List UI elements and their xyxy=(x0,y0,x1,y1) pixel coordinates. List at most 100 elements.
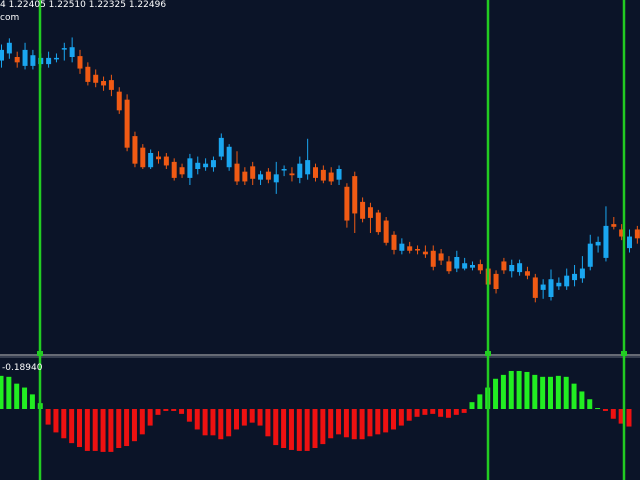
histogram-bar xyxy=(218,409,224,440)
candle-body xyxy=(572,273,578,281)
histogram-bar xyxy=(304,409,310,451)
histogram-bar xyxy=(226,409,232,437)
histogram-bar xyxy=(288,409,294,450)
price-pane xyxy=(0,37,640,303)
histogram-bar xyxy=(548,376,553,409)
candle-body xyxy=(540,284,546,290)
histogram-bar xyxy=(29,394,35,409)
candle-body xyxy=(454,257,460,269)
candle-body xyxy=(14,57,20,63)
candle-body xyxy=(124,99,130,148)
histogram-bar xyxy=(273,409,279,446)
candle-body xyxy=(360,201,366,219)
candle-body xyxy=(234,163,240,182)
ohlc-readout: 4 1.22405 1.22510 1.22325 1.22496 xyxy=(0,0,167,10)
histogram-bar xyxy=(579,391,585,409)
histogram-bar xyxy=(367,409,373,437)
candle-body xyxy=(46,57,52,65)
candle-body xyxy=(281,169,287,171)
candle-body xyxy=(446,261,452,272)
histogram-bar xyxy=(391,409,396,430)
candle-body xyxy=(336,169,342,180)
candle-body xyxy=(493,273,499,289)
candle-body xyxy=(210,160,216,168)
candle-body xyxy=(6,42,12,54)
candle-body xyxy=(556,282,562,287)
histogram-bar xyxy=(0,375,4,409)
candle-body xyxy=(116,91,122,111)
histogram-bar xyxy=(84,409,90,451)
histogram-bar xyxy=(194,409,200,430)
candle-body xyxy=(61,48,67,50)
candle-body xyxy=(517,263,523,273)
histogram-bar xyxy=(493,378,499,409)
histogram-bar xyxy=(147,409,153,426)
candle-body xyxy=(509,265,515,272)
histogram-bar xyxy=(257,409,263,426)
candle-body xyxy=(30,55,36,66)
candle-body xyxy=(250,166,256,179)
candle-body xyxy=(77,56,83,69)
candle-body xyxy=(587,243,593,267)
candle-body xyxy=(53,57,59,60)
candle-body xyxy=(140,147,146,168)
histogram-bar xyxy=(124,409,130,447)
histogram-bar xyxy=(6,376,12,409)
candle-body xyxy=(305,160,311,175)
candle-body xyxy=(501,261,507,271)
histogram-bar xyxy=(92,409,98,451)
candle-body xyxy=(548,279,554,297)
indicator-pane xyxy=(0,370,632,452)
histogram-bar xyxy=(516,370,522,409)
histogram-bar xyxy=(116,409,122,448)
histogram-bar xyxy=(69,409,75,444)
histogram-bar xyxy=(477,394,483,409)
histogram-bar xyxy=(179,409,185,414)
candle-body xyxy=(273,174,279,183)
vertical-marker-handle xyxy=(37,351,43,356)
histogram-bar xyxy=(563,376,569,409)
histogram-bar xyxy=(186,409,192,422)
candle-body xyxy=(438,253,444,261)
histogram-bar xyxy=(595,408,601,410)
histogram-bar xyxy=(430,409,436,414)
candle-body xyxy=(171,161,177,178)
candle-body xyxy=(619,229,625,237)
candle-body xyxy=(320,169,326,181)
histogram-bar xyxy=(414,409,420,417)
histogram-bar xyxy=(406,409,412,421)
candle-body xyxy=(0,49,4,61)
histogram-bar xyxy=(155,409,161,415)
candle-body xyxy=(156,156,161,160)
histogram-bar xyxy=(61,409,67,439)
histogram-bar xyxy=(610,409,616,419)
indicator-value-label: -0.18940 xyxy=(2,363,43,373)
histogram-bar xyxy=(22,387,28,409)
histogram-bar xyxy=(571,383,577,409)
histogram-bar xyxy=(602,409,608,411)
candle-body xyxy=(108,80,114,90)
candle-body xyxy=(579,268,585,279)
candle-body xyxy=(430,250,436,267)
candle-body xyxy=(195,162,201,169)
candle-body xyxy=(470,265,475,268)
vertical-marker-lines xyxy=(37,0,627,480)
vertical-marker-handle xyxy=(621,351,627,356)
histogram-bar xyxy=(618,409,624,424)
candle-body xyxy=(187,158,193,178)
candle-body xyxy=(344,186,350,221)
histogram-bar xyxy=(540,376,546,409)
histogram-bar xyxy=(328,409,334,439)
candle-body xyxy=(69,47,75,57)
histogram-bar xyxy=(131,409,137,442)
histogram-bar xyxy=(626,409,632,427)
histogram-bar xyxy=(453,409,459,415)
candle-body xyxy=(407,246,413,251)
histogram-bar xyxy=(312,409,318,448)
candle-body xyxy=(179,167,185,175)
candle-body xyxy=(462,263,468,269)
candle-body xyxy=(85,66,91,82)
candle-body xyxy=(218,137,224,157)
histogram-bar xyxy=(281,409,287,448)
histogram-bar xyxy=(524,371,530,409)
